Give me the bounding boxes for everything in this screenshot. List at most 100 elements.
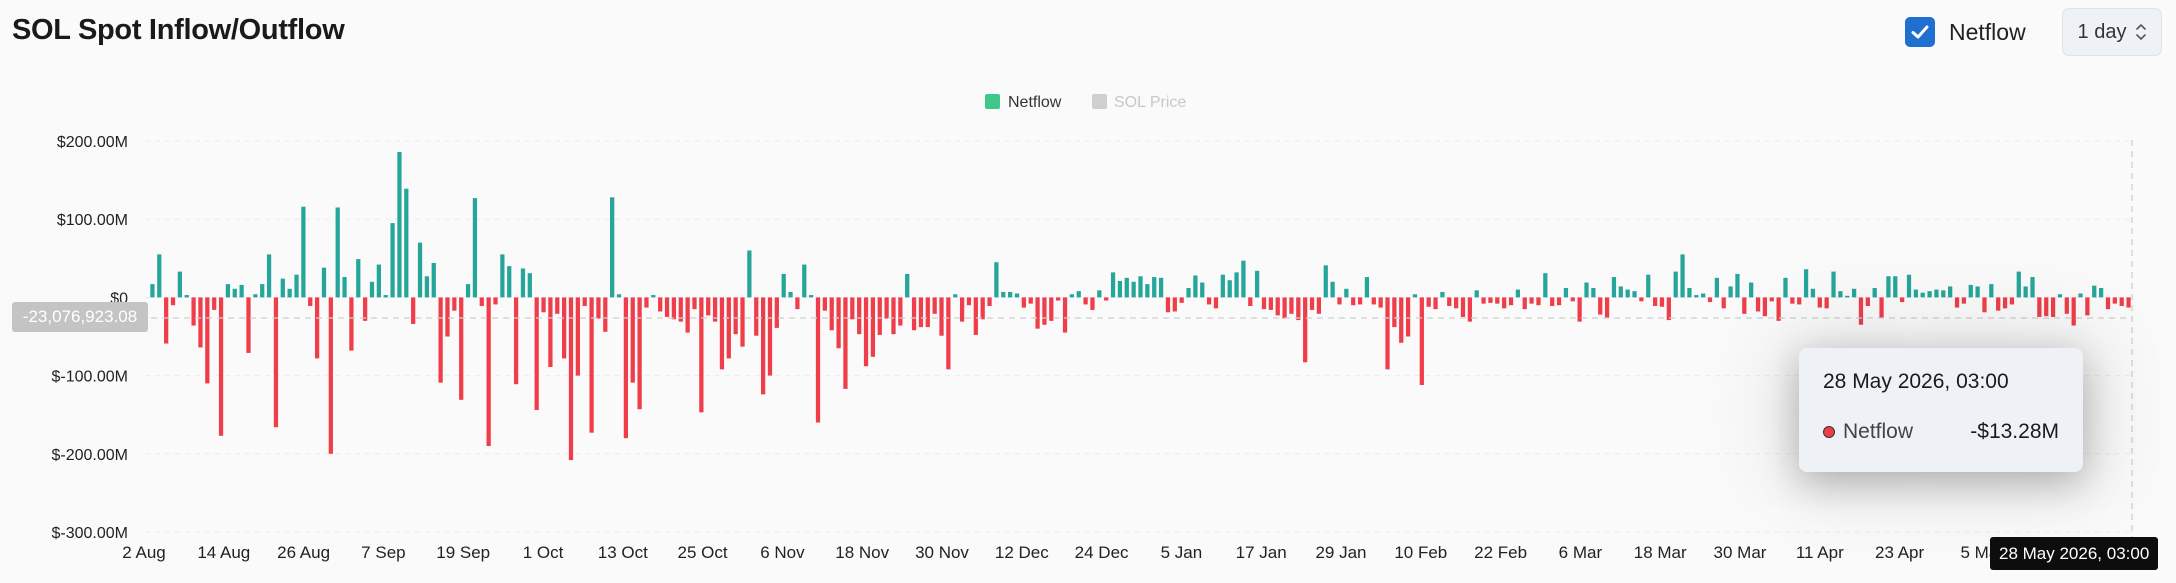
- netflow-bar[interactable]: [1337, 297, 1342, 305]
- netflow-bar[interactable]: [1858, 297, 1864, 325]
- netflow-bar[interactable]: [1556, 297, 1562, 306]
- netflow-bar[interactable]: [699, 297, 704, 413]
- netflow-bar[interactable]: [1536, 297, 1541, 306]
- netflow-bar[interactable]: [1241, 260, 1246, 298]
- netflow-bar[interactable]: [2023, 286, 2028, 298]
- netflow-bar[interactable]: [177, 271, 182, 298]
- netflow-bar[interactable]: [1268, 297, 1273, 310]
- netflow-bar[interactable]: [1783, 277, 1788, 298]
- netflow-bar[interactable]: [911, 297, 917, 331]
- netflow-bar[interactable]: [905, 273, 910, 298]
- netflow-bar[interactable]: [239, 284, 244, 298]
- netflow-bar[interactable]: [932, 297, 937, 314]
- netflow-bar[interactable]: [1131, 281, 1136, 298]
- netflow-bar[interactable]: [623, 297, 628, 439]
- netflow-bar[interactable]: [218, 297, 224, 436]
- netflow-bar[interactable]: [946, 297, 951, 370]
- netflow-bar[interactable]: [1646, 274, 1651, 298]
- netflow-bar[interactable]: [712, 297, 718, 322]
- netflow-bar[interactable]: [1049, 297, 1054, 321]
- netflow-bar[interactable]: [898, 297, 903, 326]
- netflow-bar[interactable]: [589, 297, 594, 433]
- netflow-bar[interactable]: [966, 297, 972, 306]
- netflow-bar[interactable]: [1076, 291, 1081, 298]
- netflow-bar[interactable]: [1440, 291, 1445, 298]
- netflow-bar[interactable]: [1701, 293, 1706, 298]
- netflow-bar[interactable]: [568, 297, 574, 461]
- netflow-bar[interactable]: [1378, 297, 1383, 308]
- netflow-bar[interactable]: [1886, 276, 1891, 298]
- netflow-bar[interactable]: [1584, 282, 1589, 298]
- netflow-bar[interactable]: [1598, 297, 1603, 315]
- netflow-bar[interactable]: [1261, 297, 1267, 310]
- netflow-bar[interactable]: [925, 297, 930, 328]
- netflow-bar[interactable]: [1289, 297, 1294, 314]
- netflow-bar[interactable]: [1282, 297, 1287, 319]
- netflow-bar[interactable]: [191, 297, 196, 326]
- netflow-bar[interactable]: [603, 297, 608, 332]
- netflow-bar[interactable]: [1968, 284, 1973, 298]
- netflow-bar[interactable]: [321, 267, 327, 298]
- netflow-bar[interactable]: [1474, 290, 1479, 298]
- netflow-bar[interactable]: [438, 297, 443, 383]
- netflow-bar[interactable]: [802, 264, 807, 298]
- netflow-bar[interactable]: [1179, 297, 1184, 303]
- netflow-bar[interactable]: [2064, 297, 2069, 314]
- netflow-bar[interactable]: [616, 294, 622, 298]
- netflow-bar[interactable]: [431, 262, 436, 298]
- netflow-bar[interactable]: [1687, 288, 1692, 298]
- netflow-bar[interactable]: [959, 297, 965, 322]
- netflow-bar[interactable]: [1659, 297, 1665, 307]
- netflow-bar[interactable]: [1419, 297, 1424, 385]
- netflow-bar[interactable]: [1865, 297, 1870, 306]
- netflow-bar[interactable]: [836, 297, 841, 349]
- netflow-bar[interactable]: [1810, 288, 1816, 298]
- netflow-bar[interactable]: [658, 297, 663, 312]
- netflow-bar[interactable]: [1604, 297, 1610, 318]
- netflow-bar[interactable]: [575, 297, 580, 376]
- netflow-bar[interactable]: [424, 276, 430, 298]
- netflow-bar[interactable]: [170, 297, 176, 306]
- netflow-bar[interactable]: [198, 297, 203, 348]
- netflow-bar[interactable]: [664, 297, 670, 317]
- interval-select[interactable]: 1 day: [2062, 8, 2162, 56]
- netflow-bar[interactable]: [363, 297, 368, 321]
- netflow-bar[interactable]: [1042, 297, 1047, 325]
- netflow-bar[interactable]: [356, 259, 361, 298]
- netflow-bar[interactable]: [1872, 288, 1877, 298]
- netflow-bar[interactable]: [266, 254, 272, 298]
- netflow-bar[interactable]: [1447, 297, 1452, 306]
- netflow-bar[interactable]: [294, 274, 299, 298]
- netflow-bar[interactable]: [1666, 297, 1671, 321]
- netflow-bar[interactable]: [1879, 297, 1884, 318]
- netflow-bar[interactable]: [733, 297, 738, 335]
- netflow-bar[interactable]: [1454, 297, 1459, 309]
- netflow-bar[interactable]: [1694, 295, 1699, 298]
- netflow-bar[interactable]: [1069, 294, 1075, 298]
- netflow-bar[interactable]: [767, 297, 773, 376]
- netflow-bar[interactable]: [678, 297, 683, 322]
- netflow-bar[interactable]: [1323, 265, 1328, 298]
- netflow-bar[interactable]: [452, 297, 457, 311]
- netflow-bar[interactable]: [1625, 289, 1630, 298]
- netflow-bar[interactable]: [1652, 297, 1658, 306]
- netflow-bar[interactable]: [987, 297, 992, 306]
- netflow-bar[interactable]: [1522, 297, 1527, 310]
- netflow-bar[interactable]: [1502, 297, 1507, 309]
- netflow-bar[interactable]: [1467, 297, 1472, 322]
- netflow-bar[interactable]: [1735, 273, 1740, 298]
- netflow-bar[interactable]: [1227, 280, 1232, 298]
- netflow-bar[interactable]: [1934, 289, 1939, 298]
- netflow-bar[interactable]: [1213, 297, 1219, 309]
- netflow-bar[interactable]: [541, 297, 546, 313]
- netflow-bar[interactable]: [829, 297, 834, 331]
- netflow-bar[interactable]: [2037, 297, 2042, 317]
- netflow-bar[interactable]: [164, 297, 169, 344]
- netflow-bar[interactable]: [1426, 297, 1431, 307]
- netflow-bar[interactable]: [2016, 271, 2021, 298]
- netflow-bar[interactable]: [2078, 293, 2083, 298]
- netflow-bar[interactable]: [1893, 276, 1898, 298]
- netflow-bar[interactable]: [630, 297, 635, 383]
- netflow-bar[interactable]: [1714, 277, 1719, 298]
- netflow-bar[interactable]: [1433, 297, 1438, 310]
